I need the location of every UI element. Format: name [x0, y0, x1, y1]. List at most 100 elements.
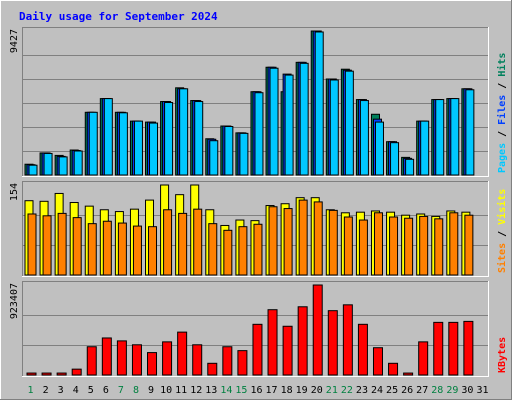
- kbytes-bar-kbytes-26: [403, 372, 414, 376]
- visits-bar-sites-28: [434, 218, 444, 276]
- hits-bar-pages-17: [269, 67, 279, 176]
- chart-title: Daily usage for September 2024: [19, 10, 218, 23]
- day-label-26: 26: [401, 385, 413, 396]
- visits-bar-sites-5: [87, 223, 97, 276]
- hits-bar-pages-22: [344, 70, 354, 176]
- day-label-25: 25: [386, 385, 398, 396]
- hits-bar-pages-9: [149, 122, 159, 176]
- day-label-6: 6: [103, 385, 109, 396]
- kbytes-bar-kbytes-25: [388, 362, 399, 376]
- hits-bar-pages-14: [224, 126, 234, 176]
- hits-legend: Pages / Files / Hits: [496, 53, 508, 173]
- hits-bar-pages-30: [465, 89, 475, 176]
- day-label-21: 21: [326, 385, 338, 396]
- kbytes-bar-kbytes-18: [282, 325, 293, 376]
- hits-bar-pages-8: [133, 120, 143, 176]
- hits-bar-pages-6: [103, 98, 113, 176]
- day-label-13: 13: [205, 385, 217, 396]
- kbytes-bar-kbytes-29: [448, 321, 459, 376]
- panel-hits: 9427 Pages / Files / Hits: [9, 27, 508, 177]
- kbytes-bar-kbytes-21: [327, 310, 338, 376]
- kbytes-bar-kbytes-30: [463, 320, 474, 376]
- visits-bar-sites-12: [193, 208, 203, 276]
- day-label-29: 29: [446, 385, 458, 396]
- hits-bar-pages-27: [420, 120, 430, 176]
- kbytes-bar-kbytes-9: [147, 352, 158, 376]
- day-label-18: 18: [281, 385, 293, 396]
- hits-bar-pages-13: [209, 140, 219, 176]
- kbytes-bar-kbytes-27: [418, 341, 429, 376]
- day-label-5: 5: [88, 385, 94, 396]
- day-label-23: 23: [356, 385, 368, 396]
- day-label-7: 7: [118, 385, 124, 396]
- visits-bar-sites-25: [389, 216, 399, 276]
- visits-bar-sites-3: [57, 212, 67, 276]
- panel-visits: 154 Sites / Visits: [9, 181, 508, 277]
- hits-bar-pages-29: [450, 98, 460, 176]
- hits-bar-pages-16: [254, 92, 264, 176]
- visits-bar-sites-10: [163, 209, 173, 276]
- kbytes-bar-kbytes-24: [372, 347, 383, 376]
- hits-max-label: 9427: [9, 29, 20, 53]
- day-label-15: 15: [235, 385, 247, 396]
- visits-bar-sites-1: [27, 213, 37, 276]
- hits-bar-pages-5: [88, 111, 98, 176]
- hits-bar-pages-12: [194, 101, 204, 176]
- visits-max-label: 154: [9, 183, 20, 201]
- kbytes-bar-kbytes-11: [177, 331, 188, 376]
- day-label-16: 16: [250, 385, 262, 396]
- visits-bar-sites-21: [328, 209, 338, 276]
- kbytes-bar-kbytes-14: [222, 346, 233, 376]
- day-label-28: 28: [431, 385, 443, 396]
- kbytes-bar-kbytes-15: [237, 350, 248, 376]
- hits-bar-pages-24: [374, 121, 384, 176]
- visits-bar-sites-24: [373, 212, 383, 276]
- day-label-8: 8: [133, 385, 139, 396]
- visits-bar-sites-26: [404, 217, 414, 276]
- kbytes-bar-kbytes-17: [267, 309, 278, 376]
- visits-bar-sites-11: [178, 212, 188, 276]
- day-label-30: 30: [461, 385, 473, 396]
- hits-bar-pages-19: [299, 62, 309, 176]
- visits-bar-sites-8: [132, 225, 142, 276]
- hits-bar-pages-20: [314, 31, 324, 176]
- kbytes-bar-kbytes-20: [312, 284, 323, 376]
- day-label-14: 14: [220, 385, 232, 396]
- visits-bar-sites-15: [238, 226, 248, 276]
- day-label-22: 22: [341, 385, 353, 396]
- kbytes-max-label: 923407: [9, 283, 20, 319]
- day-label-19: 19: [296, 385, 308, 396]
- hits-bar-pages-21: [329, 79, 339, 176]
- visits-bar-sites-23: [358, 219, 368, 276]
- kbytes-bar-kbytes-7: [116, 340, 127, 376]
- day-label-10: 10: [160, 385, 172, 396]
- day-label-9: 9: [148, 385, 154, 396]
- day-label-27: 27: [416, 385, 428, 396]
- visits-bar-sites-7: [117, 222, 127, 276]
- hits-bar-pages-7: [118, 112, 128, 176]
- day-label-31: 31: [476, 385, 488, 396]
- kbytes-bar-kbytes-8: [131, 344, 142, 376]
- kbytes-bar-kbytes-3: [56, 372, 67, 376]
- kbytes-bar-kbytes-2: [41, 372, 52, 376]
- day-label-2: 2: [43, 385, 49, 396]
- visits-bar-sites-18: [283, 208, 293, 276]
- day-label-12: 12: [190, 385, 202, 396]
- hits-bar-pages-11: [179, 88, 189, 176]
- hits-bar-pages-3: [58, 156, 68, 176]
- hits-bar-pages-1: [28, 164, 38, 176]
- hits-bar-pages-15: [239, 132, 249, 176]
- visits-bar-sites-19: [298, 199, 308, 276]
- panel-kbytes: 923407 KBytes: [9, 281, 508, 377]
- hits-bar-pages-23: [359, 100, 369, 176]
- visits-bar-sites-30: [464, 214, 474, 276]
- kbytes-bar-kbytes-1: [26, 372, 37, 376]
- visits-bar-sites-20: [313, 201, 323, 276]
- visits-bar-sites-6: [102, 220, 112, 276]
- visits-bar-sites-9: [148, 226, 158, 276]
- hits-bar-pages-18: [284, 74, 294, 176]
- day-label-1: 1: [28, 385, 34, 396]
- visits-bar-sites-17: [268, 206, 278, 276]
- kbytes-bar-kbytes-5: [86, 346, 97, 376]
